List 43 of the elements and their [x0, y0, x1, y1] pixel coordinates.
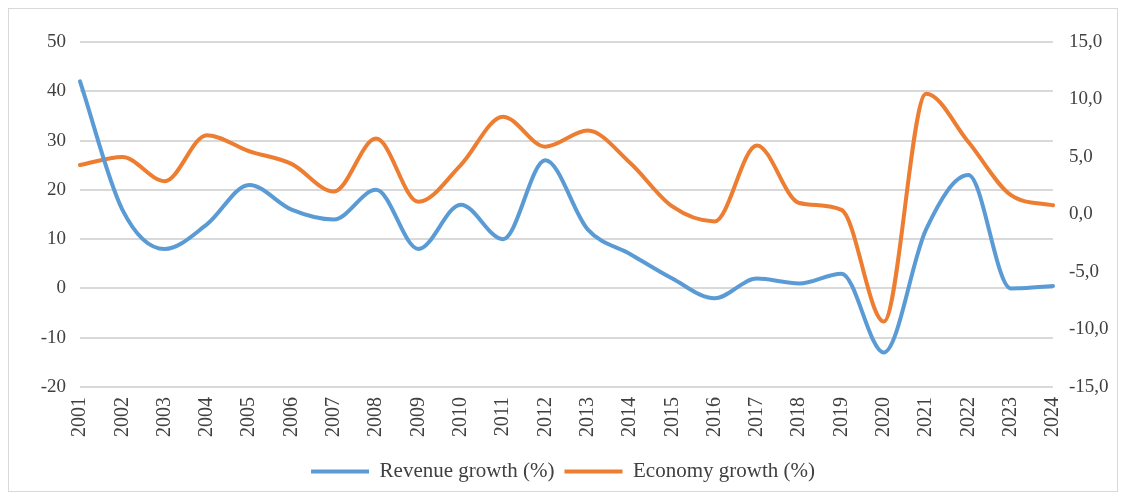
y-tick-label: 10 — [47, 227, 66, 249]
y2-tick-label: 0,0 — [1069, 202, 1093, 224]
y-tick-label: 30 — [47, 128, 66, 150]
x-tick-label: 2015 — [659, 397, 682, 437]
y2-tick-label: -5,0 — [1069, 259, 1100, 281]
y2-tick-label: 10,0 — [1069, 87, 1103, 109]
line-series — [78, 91, 1055, 324]
x-tick-label: 2011 — [490, 397, 513, 437]
y2-tick-label: 5,0 — [1069, 144, 1093, 166]
x-tick-label: 2002 — [109, 397, 132, 437]
x-tick-label: 2016 — [701, 397, 724, 437]
y-tick-label: -10 — [40, 325, 66, 347]
legend-label: Economy growth (%) — [632, 458, 815, 483]
y2-tick-label: -10,0 — [1069, 317, 1109, 339]
x-tick-label: 2020 — [871, 397, 894, 437]
y-tick-label: -20 — [40, 374, 66, 396]
line-series — [78, 79, 1055, 355]
x-tick-label: 2007 — [321, 397, 344, 437]
y-tick-label: 50 — [47, 29, 66, 51]
y2-tick-label: -15,0 — [1069, 374, 1109, 396]
y2-tick-label: 15,0 — [1069, 29, 1103, 51]
legend-label: Revenue growth (%) — [379, 458, 555, 483]
y-tick-label: 0 — [56, 276, 66, 298]
x-tick-label: 2001 — [67, 397, 90, 437]
x-tick-label: 2010 — [447, 397, 470, 437]
x-tick-label: 2003 — [151, 397, 174, 437]
x-tick-label: 2018 — [786, 397, 809, 437]
x-tick-label: 2017 — [744, 397, 767, 437]
x-tick-label: 2005 — [236, 397, 259, 437]
x-tick-label: 2022 — [955, 397, 978, 437]
x-tick-label: 2008 — [363, 397, 386, 437]
x-tick-label: 2019 — [828, 397, 851, 437]
x-tick-label: 2012 — [532, 397, 555, 437]
x-tick-label: 2021 — [913, 397, 936, 437]
x-tick-label: 2004 — [194, 397, 217, 437]
x-tick-label: 2014 — [617, 397, 640, 437]
x-tick-label: 2023 — [997, 397, 1020, 437]
x-tick-label: 2024 — [1040, 397, 1063, 437]
x-tick-label: 2006 — [278, 397, 301, 437]
y-tick-label: 40 — [47, 79, 66, 101]
x-tick-label: 2009 — [405, 397, 428, 437]
x-tick-label: 2013 — [574, 397, 597, 437]
y-tick-label: 20 — [47, 177, 66, 199]
